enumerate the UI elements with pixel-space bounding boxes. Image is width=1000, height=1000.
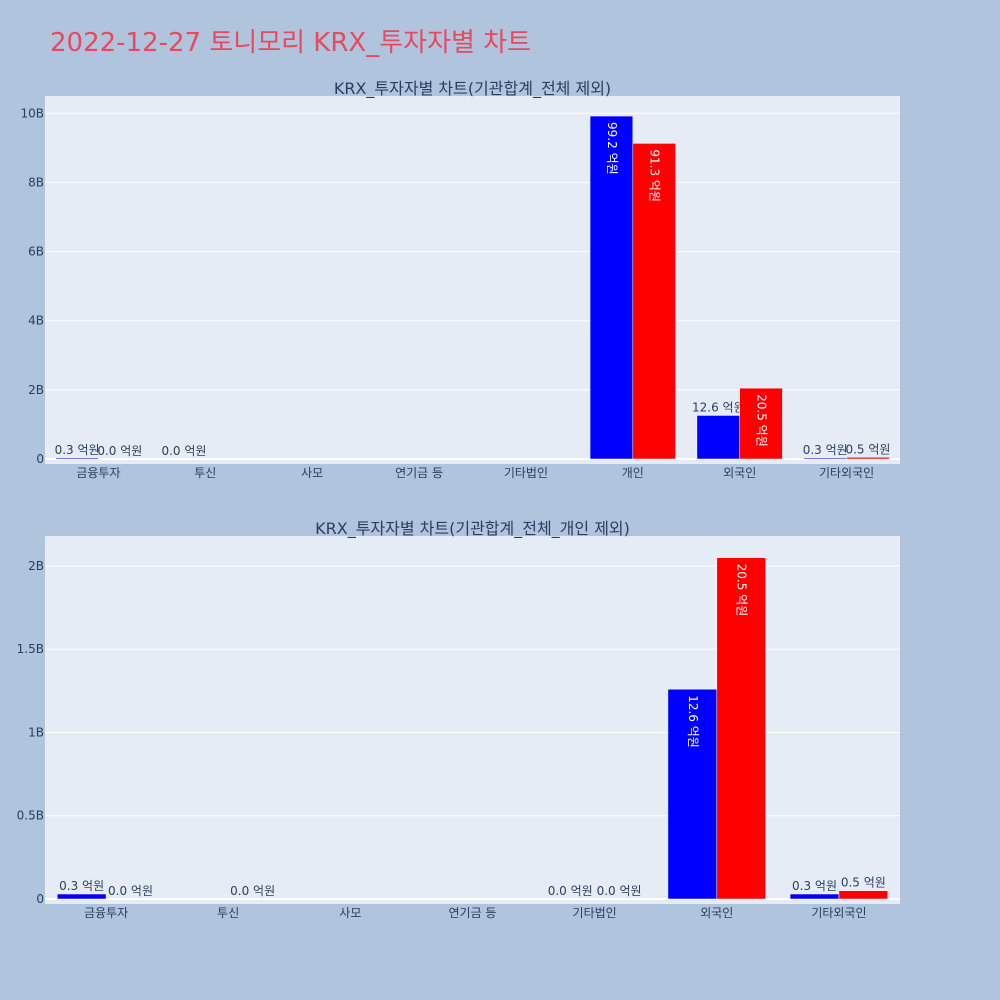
x-tick-label: 외국인 — [700, 906, 733, 920]
bar — [98, 458, 142, 460]
chart-1: 0 2B 4B 6B 8B 10B KRX_투자자별 차트(기관합계_전체 제외) 금융투자 0… — [20, 79, 900, 480]
bar — [482, 458, 527, 460]
bar — [423, 898, 473, 900]
data-label: 99.2 억원 — [605, 122, 619, 175]
data-label: 0.3 억원 — [59, 879, 104, 893]
data-label: 0.0 억원 — [597, 884, 642, 898]
page-title: 2022-12-27 토니모리 KRX_투자자별 차트 — [50, 28, 532, 58]
bar — [162, 458, 206, 460]
y-tick-label: 10B — [20, 106, 44, 120]
y-tick-label: 2B — [28, 383, 44, 397]
plot-area — [45, 536, 900, 904]
bar — [472, 898, 522, 900]
bar — [105, 898, 156, 900]
bar — [838, 890, 889, 900]
y-tick-label: 4B — [28, 314, 44, 328]
data-label: 0.0 억원 — [161, 444, 206, 458]
bar — [846, 457, 890, 460]
data-label: 20.5 억원 — [755, 394, 769, 447]
bar — [803, 457, 847, 460]
x-tick-label: 금융투자 — [76, 466, 120, 480]
data-label: 0.3 억원 — [803, 443, 848, 457]
x-tick-label: 투신 — [194, 466, 216, 480]
y-tick-label: 1B — [28, 725, 44, 739]
y-tick-label: 2B — [28, 559, 44, 573]
bar — [269, 458, 313, 460]
data-label: 20.5 억원 — [735, 564, 749, 617]
bar — [594, 898, 644, 900]
bar — [696, 415, 740, 460]
bar — [667, 688, 718, 900]
bar — [545, 898, 595, 900]
y-tick-label: 8B — [28, 175, 44, 189]
data-label: 0.5 억원 — [841, 876, 886, 890]
data-label: 0.3 억원 — [55, 443, 100, 457]
x-tick-label: 연기금 등 — [395, 466, 443, 480]
y-tick-label: 0 — [36, 892, 44, 906]
x-tick-label: 기타외국인 — [819, 466, 874, 480]
y-tick-label: 0.5B — [17, 809, 44, 823]
data-label: 12.6 억원 — [686, 695, 700, 748]
x-tick-label: 기타법인 — [573, 906, 617, 920]
data-label: 0.3 억원 — [792, 879, 837, 893]
x-tick-label: 기타외국인 — [811, 906, 866, 920]
bar — [205, 458, 249, 460]
data-label: 0.5 억원 — [845, 442, 890, 456]
bar — [56, 893, 107, 900]
data-label: 0.0 억원 — [97, 444, 142, 458]
bar — [376, 458, 420, 460]
data-label: 91.3 억원 — [648, 149, 662, 202]
bar — [311, 458, 356, 460]
chart-title: KRX_투자자별 차트(기관합계_전체_개인 제외) — [315, 519, 630, 539]
x-tick-label: 사모 — [339, 906, 361, 920]
x-tick-label: 투신 — [217, 906, 239, 920]
x-tick-label: 사모 — [301, 466, 323, 480]
data-label: 0.0 억원 — [548, 884, 593, 898]
bar — [227, 898, 278, 900]
bar — [301, 898, 351, 900]
chart-title: KRX_투자자별 차트(기관합계_전체 제외) — [334, 79, 611, 99]
bar — [350, 898, 400, 900]
bar — [632, 143, 676, 460]
bar — [589, 115, 634, 460]
y-tick-label: 0 — [36, 452, 44, 466]
chart-2: 0 0.5B 1B 1.5B 2B KRX_투자자별 차트(기관합계_전체_개인 제외) 금… — [17, 519, 900, 920]
x-tick-label: 연기금 등 — [449, 906, 497, 920]
y-tick-label: 1.5B — [17, 642, 44, 656]
y-tick-label: 6B — [28, 245, 44, 259]
bar — [55, 457, 99, 460]
data-label: 0.0 억원 — [108, 884, 153, 898]
x-tick-label: 금융투자 — [84, 906, 128, 920]
bar — [739, 387, 783, 460]
bar — [418, 458, 463, 460]
x-tick-label: 외국인 — [723, 466, 756, 480]
bar — [525, 458, 569, 460]
x-tick-label: 개인 — [622, 466, 644, 480]
bar — [179, 898, 229, 900]
data-label: 12.6 억원 — [692, 400, 745, 414]
bar — [716, 557, 766, 900]
data-label: 0.0 억원 — [230, 884, 275, 898]
bar — [789, 893, 840, 900]
x-tick-label: 기타법인 — [504, 466, 548, 480]
